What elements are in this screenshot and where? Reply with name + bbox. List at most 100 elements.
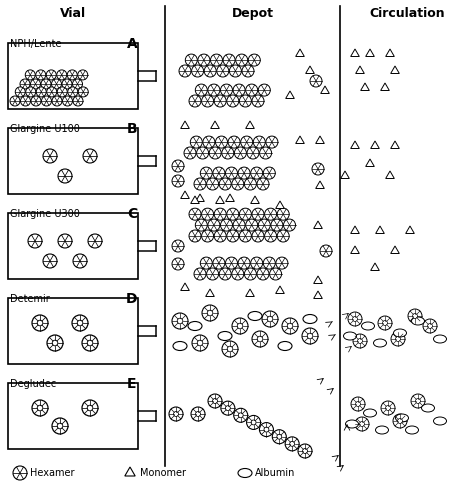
Ellipse shape <box>375 426 389 434</box>
Polygon shape <box>246 121 255 129</box>
Text: Depot: Depot <box>231 7 273 20</box>
Ellipse shape <box>188 322 202 330</box>
Text: B: B <box>127 122 137 136</box>
Polygon shape <box>351 226 359 234</box>
Ellipse shape <box>278 342 292 351</box>
Circle shape <box>179 65 191 77</box>
Circle shape <box>263 167 275 179</box>
Circle shape <box>232 318 248 334</box>
Circle shape <box>290 441 295 446</box>
Circle shape <box>201 257 212 269</box>
Circle shape <box>73 96 83 106</box>
Circle shape <box>47 87 57 97</box>
Circle shape <box>195 219 207 231</box>
Circle shape <box>353 334 367 348</box>
Circle shape <box>191 65 204 77</box>
Ellipse shape <box>303 315 317 324</box>
Circle shape <box>195 84 207 96</box>
Circle shape <box>235 147 246 159</box>
Circle shape <box>237 323 243 329</box>
Circle shape <box>266 136 278 148</box>
Circle shape <box>20 79 30 89</box>
Circle shape <box>220 219 233 231</box>
Circle shape <box>201 167 212 179</box>
Circle shape <box>192 335 208 351</box>
Text: Detemir: Detemir <box>10 294 50 304</box>
Ellipse shape <box>374 339 386 347</box>
Text: Albumin: Albumin <box>255 468 295 478</box>
Circle shape <box>258 84 270 96</box>
Circle shape <box>251 257 263 269</box>
Polygon shape <box>386 171 394 179</box>
Polygon shape <box>386 49 394 56</box>
Circle shape <box>20 96 30 106</box>
Circle shape <box>58 169 72 183</box>
Circle shape <box>267 316 273 322</box>
Circle shape <box>13 466 27 480</box>
Circle shape <box>227 230 239 242</box>
Circle shape <box>302 328 318 344</box>
Polygon shape <box>181 191 189 198</box>
Circle shape <box>277 230 289 242</box>
Circle shape <box>73 254 87 268</box>
Circle shape <box>204 65 216 77</box>
Circle shape <box>67 70 77 80</box>
Polygon shape <box>216 196 224 203</box>
Circle shape <box>245 268 256 280</box>
Circle shape <box>252 331 268 347</box>
Circle shape <box>242 65 254 77</box>
Text: A: A <box>127 37 137 51</box>
Circle shape <box>227 208 239 220</box>
Circle shape <box>277 208 289 220</box>
Polygon shape <box>371 141 379 148</box>
Circle shape <box>32 400 48 416</box>
Circle shape <box>203 136 215 148</box>
Circle shape <box>263 257 275 269</box>
Circle shape <box>239 95 251 107</box>
Circle shape <box>173 411 178 416</box>
FancyBboxPatch shape <box>8 213 138 279</box>
Polygon shape <box>296 136 304 143</box>
Text: Glargine U100: Glargine U100 <box>10 124 80 134</box>
Circle shape <box>52 79 62 89</box>
Ellipse shape <box>405 426 419 434</box>
Circle shape <box>202 305 218 321</box>
Polygon shape <box>191 196 200 203</box>
Polygon shape <box>365 49 374 56</box>
Circle shape <box>271 219 283 231</box>
Polygon shape <box>351 49 359 56</box>
Circle shape <box>262 311 278 327</box>
Circle shape <box>360 422 365 427</box>
Circle shape <box>30 79 40 89</box>
Circle shape <box>233 219 245 231</box>
Circle shape <box>212 399 218 404</box>
Circle shape <box>357 339 363 343</box>
Circle shape <box>214 95 226 107</box>
Circle shape <box>191 407 205 421</box>
Circle shape <box>283 219 295 231</box>
Polygon shape <box>314 276 322 283</box>
Circle shape <box>428 324 432 328</box>
Polygon shape <box>361 83 369 90</box>
Circle shape <box>72 315 88 331</box>
Circle shape <box>264 208 277 220</box>
Polygon shape <box>181 283 189 291</box>
Circle shape <box>214 230 226 242</box>
FancyBboxPatch shape <box>8 43 138 109</box>
Circle shape <box>222 341 238 357</box>
Circle shape <box>32 315 48 331</box>
Circle shape <box>28 234 42 248</box>
Ellipse shape <box>411 317 425 325</box>
Ellipse shape <box>248 311 262 321</box>
Circle shape <box>258 219 270 231</box>
Text: D: D <box>126 292 138 306</box>
Circle shape <box>46 70 56 80</box>
Circle shape <box>197 147 209 159</box>
Circle shape <box>227 95 239 107</box>
Circle shape <box>62 79 72 89</box>
Circle shape <box>287 323 293 329</box>
Circle shape <box>270 268 282 280</box>
Circle shape <box>207 178 219 190</box>
Circle shape <box>219 178 231 190</box>
Circle shape <box>172 313 188 329</box>
